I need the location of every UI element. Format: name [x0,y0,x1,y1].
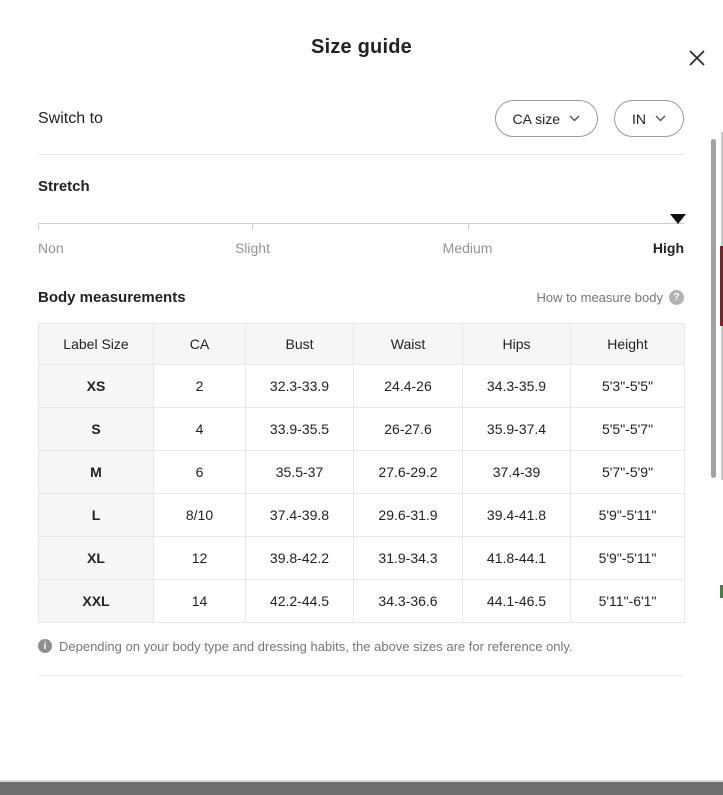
how-to-measure-link[interactable]: How to measure body ? [537,290,684,305]
waist-value: 27.6-29.2 [353,450,463,494]
table-row: S 4 33.9-35.5 26-27.6 35.9-37.4 5'5"-5'7… [38,407,685,451]
ca-value: 12 [153,536,246,580]
waist-value: 29.6-31.9 [353,493,463,537]
height-value: 5'5"-5'7" [570,407,685,451]
dialog-title: Size guide [311,36,412,58]
size-label: S [38,407,154,451]
switch-to-label: Switch to [38,109,103,127]
col-header-label-size: Label Size [38,323,154,365]
size-label: M [38,450,154,494]
col-header-hips: Hips [462,323,571,365]
scrollbar[interactable] [711,139,716,478]
size-standard-value: CA size [512,110,560,127]
size-label: XXL [38,579,154,623]
ca-value: 6 [153,450,246,494]
col-header-bust: Bust [245,323,354,365]
chevron-down-icon [655,115,666,122]
page-edge-artifact [720,246,723,326]
table-row: M 6 35.5-37 27.6-29.2 37.4-39 5'7"-5'9" [38,450,685,494]
col-header-height: Height [570,323,685,365]
slider-track [38,223,684,224]
close-button[interactable] [685,46,709,70]
table-header-row: Label Size CA Bust Waist Hips Height [38,323,685,365]
bust-value: 42.2-44.5 [245,579,354,623]
table-row: XS 2 32.3-33.9 24.4-26 34.3-35.9 5'3"-5'… [38,364,685,408]
question-mark-icon: ? [669,290,684,305]
stretch-options: Non Slight Medium High [38,240,684,258]
bust-value: 35.5-37 [245,450,354,494]
waist-value: 24.4-26 [353,364,463,408]
bottom-bar [0,780,723,795]
slider-tick [467,223,469,230]
divider [38,154,684,155]
body-measurements-heading: Body measurements [38,289,186,306]
waist-value: 34.3-36.6 [353,579,463,623]
hips-value: 44.1-46.5 [462,579,571,623]
size-table: Label Size CA Bust Waist Hips Height XS … [38,323,685,623]
size-label: L [38,493,154,537]
table-row: XL 12 39.8-42.2 31.9-34.3 41.8-44.1 5'9"… [38,536,685,580]
hips-value: 37.4-39 [462,450,571,494]
divider [38,675,684,676]
slider-tick [252,223,254,230]
slider-marker-triangle[interactable] [670,214,686,224]
bust-value: 39.8-42.2 [245,536,354,580]
table-row: XXL 14 42.2-44.5 34.3-36.6 44.1-46.5 5'1… [38,579,685,623]
slider-tick [38,223,39,230]
size-standard-select[interactable]: CA size [494,100,598,137]
col-header-ca: CA [153,323,246,365]
ca-value: 2 [153,364,246,408]
switch-row: Switch to CA size IN [38,100,684,137]
unit-select[interactable]: IN [614,100,684,137]
stretch-option-slight[interactable]: Slight [234,240,270,256]
height-value: 5'3"-5'5" [570,364,685,408]
stretch-option-non[interactable]: Non [38,240,64,256]
bust-value: 32.3-33.9 [245,364,354,408]
reference-note: i Depending on your body type and dressi… [38,639,684,654]
hips-value: 35.9-37.4 [462,407,571,451]
waist-value: 26-27.6 [353,407,463,451]
info-icon: i [38,639,52,653]
height-value: 5'9"-5'11" [570,493,685,537]
chevron-down-icon [569,115,580,122]
table-row: L 8/10 37.4-39.8 29.6-31.9 39.4-41.8 5'9… [38,493,685,537]
stretch-option-high[interactable]: High [652,240,684,256]
height-value: 5'7"-5'9" [570,450,685,494]
unit-value: IN [632,110,646,127]
waist-value: 31.9-34.3 [353,536,463,580]
how-to-measure-label: How to measure body [536,290,663,305]
stretch-slider[interactable] [38,214,686,230]
size-guide-dialog: Size guide Switch to CA size IN [0,36,723,795]
height-value: 5'11"-6'1" [570,579,685,623]
size-label: XS [38,364,154,408]
col-header-waist: Waist [353,323,463,365]
bust-value: 37.4-39.8 [245,493,354,537]
stretch-label: Stretch [38,178,90,195]
reference-note-text: Depending on your body type and dressing… [59,639,573,654]
ca-value: 8/10 [153,493,246,537]
body-measurements-row: Body measurements How to measure body ? [38,289,684,306]
hips-value: 39.4-41.8 [462,493,571,537]
size-label: XL [38,536,154,580]
height-value: 5'9"-5'11" [570,536,685,580]
page-edge-artifact [720,585,723,598]
bust-value: 33.9-35.5 [245,407,354,451]
close-icon [689,50,705,66]
ca-value: 14 [153,579,246,623]
ca-value: 4 [153,407,246,451]
hips-value: 34.3-35.9 [462,364,571,408]
stretch-option-medium[interactable]: Medium [442,240,493,256]
hips-value: 41.8-44.1 [462,536,571,580]
